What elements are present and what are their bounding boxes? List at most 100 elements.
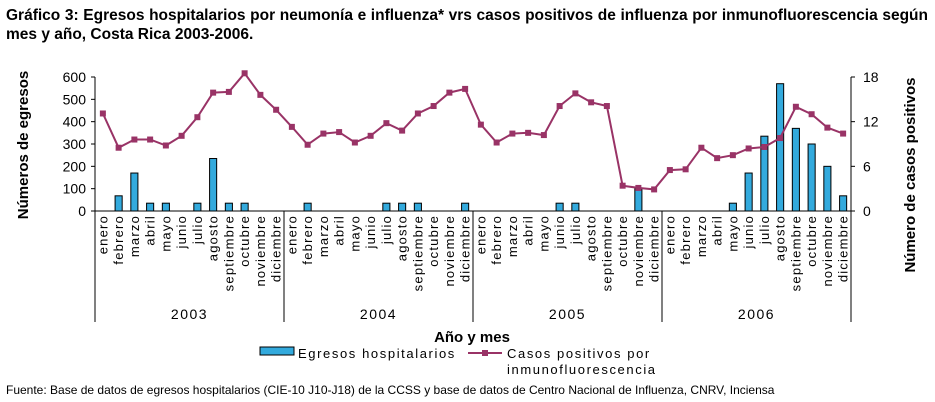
x-tick-label: junio (174, 215, 189, 249)
line-point (572, 90, 579, 97)
bar (240, 202, 249, 212)
line-point (383, 120, 390, 127)
line-point (635, 184, 642, 191)
axes: 0 100 200 300 400 500 600 0 6 12 18 (63, 69, 879, 322)
y-left-tick-label: 600 (63, 69, 87, 85)
x-tick-label: mayo (158, 215, 173, 252)
x-tick-label: enero (473, 215, 488, 254)
line-point (367, 132, 374, 139)
line-point (761, 143, 768, 150)
line-point (414, 110, 421, 117)
line-point (99, 110, 106, 117)
bar (130, 172, 139, 212)
line-point (320, 130, 327, 137)
x-tick-label: agosto (206, 215, 221, 261)
line-series (99, 70, 847, 193)
x-tick-label: agosto (395, 215, 410, 261)
bar (209, 158, 218, 212)
year-label: 2003 (171, 306, 208, 322)
y-right-tick-label: 12 (863, 114, 879, 130)
line-point (792, 103, 799, 110)
bar (161, 202, 170, 212)
bar (571, 202, 580, 212)
legend-bar-label: Egresos hospitalarios (298, 346, 456, 361)
line-point (588, 99, 595, 106)
line-point (225, 88, 232, 95)
x-tick-label: febrero (678, 215, 693, 265)
y-left-tick-label: 200 (63, 158, 87, 174)
source-note: Fuente: Base de datos de egresos hospita… (6, 383, 775, 397)
line-point (714, 155, 721, 162)
x-tick-label: diciembre (647, 215, 662, 282)
line-point (351, 139, 358, 146)
line-point (147, 136, 154, 143)
bar (744, 172, 753, 212)
y-right-tick-label: 18 (863, 69, 879, 85)
bar (224, 202, 233, 212)
bar (634, 188, 643, 212)
x-tick-label: septiembre (599, 215, 614, 291)
x-tick-label: enero (662, 215, 677, 254)
bar (791, 127, 800, 212)
y-left-tick-label: 0 (78, 203, 86, 219)
x-tick-label: mayo (347, 215, 362, 252)
x-tick-label: noviembre (442, 215, 457, 287)
x-tick-label: octubre (804, 215, 819, 267)
legend-line-label-2: inmunofluorescencia (507, 362, 657, 377)
line-point (808, 111, 815, 118)
x-tick-label: julio (190, 215, 205, 245)
bar (760, 135, 769, 212)
bar (461, 202, 470, 212)
x-tick-label: mayo (536, 215, 551, 252)
bar (413, 202, 422, 212)
x-tick-label: abril (332, 215, 347, 246)
bar (193, 202, 202, 212)
bar (839, 195, 848, 212)
x-axis-label: Año y mes (434, 329, 510, 346)
chart-title: Gráfico 3: Egresos hospitalarios por neu… (6, 7, 928, 43)
year-label: 2004 (360, 306, 397, 322)
line-point (840, 130, 847, 137)
line-point (603, 103, 610, 110)
line-point (682, 166, 689, 173)
line-point (288, 123, 295, 130)
legend: Egresos hospitalarios Casos positivos po… (259, 346, 657, 377)
bar (728, 202, 737, 212)
x-axis-labels: enero febrero marzo abril mayo junio julio agos… (95, 215, 850, 322)
x-tick-label: junio (741, 215, 756, 249)
line-point (131, 136, 138, 143)
x-tick-label: diciembre (836, 215, 851, 282)
line-point (556, 103, 563, 110)
x-tick-label: marzo (316, 215, 331, 257)
line-point (619, 182, 626, 189)
line-point (729, 152, 736, 159)
line-point (525, 129, 532, 136)
line-point (509, 130, 516, 137)
y-axis-left-label: Números de egresos (15, 71, 32, 219)
y-left-tick-label: 500 (63, 91, 87, 107)
x-tick-label: enero (95, 215, 110, 254)
x-tick-label: noviembre (253, 215, 268, 287)
x-tick-label: octubre (237, 215, 252, 267)
line-point (666, 167, 673, 174)
year-label: 2005 (549, 306, 586, 322)
x-tick-label: marzo (127, 215, 142, 257)
bar (776, 83, 785, 212)
line-point (824, 124, 831, 131)
x-tick-label: abril (710, 215, 725, 246)
line-point (241, 70, 248, 77)
x-tick-label: febrero (300, 215, 315, 265)
x-tick-label: marzo (694, 215, 709, 257)
y-left-tick-label: 300 (63, 136, 87, 152)
line-point (777, 135, 784, 142)
x-tick-label: agosto (584, 215, 599, 261)
legend-line-label-1: Casos positivos por (507, 346, 651, 361)
line-point (194, 114, 201, 121)
x-tick-label: febrero (489, 215, 504, 265)
line-point (493, 139, 500, 146)
legend-bar-swatch (259, 346, 295, 356)
y-right-tick-label: 6 (863, 158, 871, 174)
line-point (430, 103, 437, 110)
x-tick-label: diciembre (269, 215, 284, 282)
x-tick-label: julio (757, 215, 772, 245)
